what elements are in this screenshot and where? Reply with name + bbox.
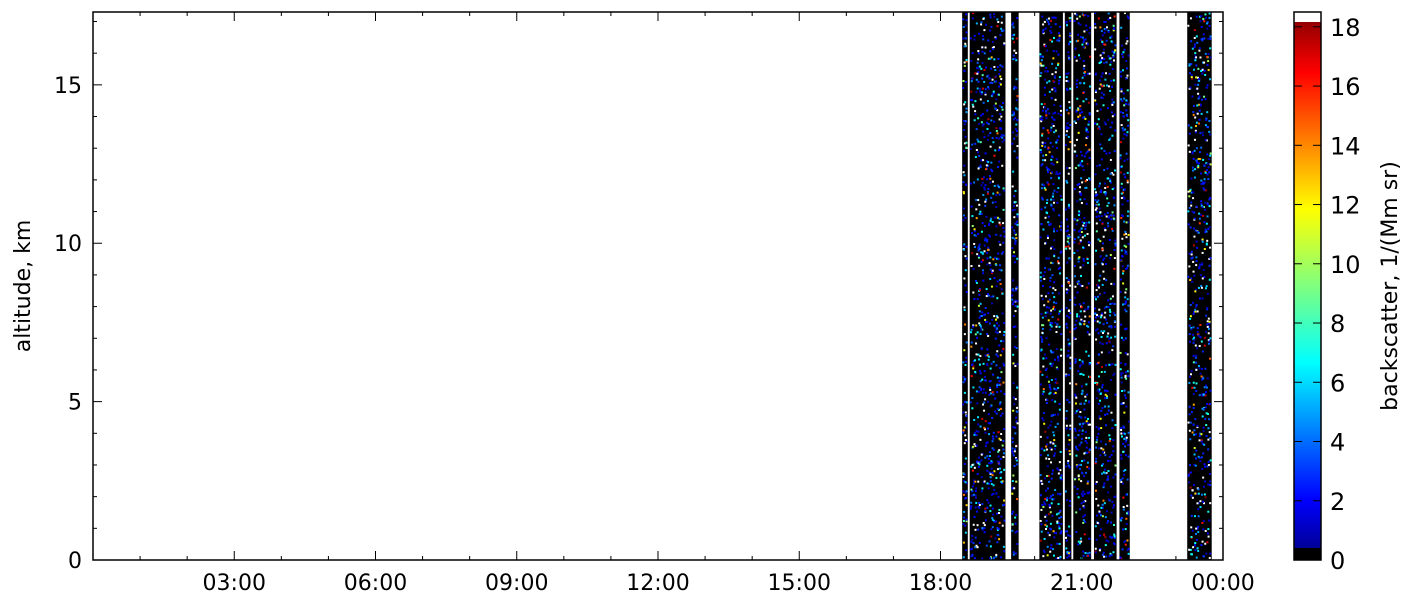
- x-tick-label: 06:00: [344, 571, 407, 596]
- data-segment-0: [962, 12, 968, 560]
- colorbar-under-black: [1294, 548, 1321, 560]
- y-tick-label: 5: [68, 391, 82, 416]
- data-segment-4: [1064, 12, 1072, 560]
- colorbar-tick-label: 10: [1330, 251, 1361, 279]
- x-tick-label: 03:00: [203, 571, 266, 596]
- x-tick-label: 00:00: [1191, 571, 1254, 596]
- colorbar-over-white: [1294, 12, 1321, 22]
- x-tick-label: 09:00: [485, 571, 548, 596]
- colorbar: 0 2 4 6 8 10 12 14 16 18 backscatter, 1/(Mm sr): [1293, 11, 1403, 575]
- y-tick-label: 15: [54, 74, 82, 99]
- colorbar-tick-label: 14: [1330, 132, 1361, 160]
- colorbar-tick-label: 8: [1330, 310, 1345, 338]
- x-tick-label: 18:00: [909, 571, 972, 596]
- x-tick-label: 21:00: [1050, 571, 1113, 596]
- data-segment-7: [1119, 12, 1130, 560]
- x-tick-label: 15:00: [768, 571, 831, 596]
- data-segment-3: [1039, 12, 1063, 560]
- data-segment-8: [1187, 12, 1212, 560]
- data-segment-2: [1011, 12, 1019, 560]
- colorbar-tick-label: 0: [1330, 547, 1345, 575]
- plot-background: [93, 12, 1223, 560]
- data-segment-5: [1073, 12, 1092, 560]
- data-segment-6: [1093, 12, 1117, 560]
- colorbar-tick-label: 2: [1330, 488, 1345, 516]
- colorbar-tick-label: 4: [1330, 429, 1345, 457]
- y-tick-label: 0: [68, 549, 82, 574]
- y-axis-label: altitude, km: [11, 220, 36, 353]
- colorbar-tick-label: 16: [1330, 73, 1361, 101]
- plot-area: [93, 12, 1223, 560]
- colorbar-tick-label: 12: [1330, 192, 1361, 220]
- colorbar-tick-label: 18: [1330, 14, 1361, 42]
- data-segment-1: [969, 12, 1006, 560]
- y-tick-label: 10: [54, 232, 82, 257]
- colorbar-label: backscatter, 1/(Mm sr): [1378, 161, 1403, 411]
- colorbar-frame: [1293, 11, 1322, 561]
- x-tick-label: 12:00: [626, 571, 689, 596]
- colorbar-scale: [1294, 12, 1321, 560]
- colorbar-tick-label: 6: [1330, 369, 1345, 397]
